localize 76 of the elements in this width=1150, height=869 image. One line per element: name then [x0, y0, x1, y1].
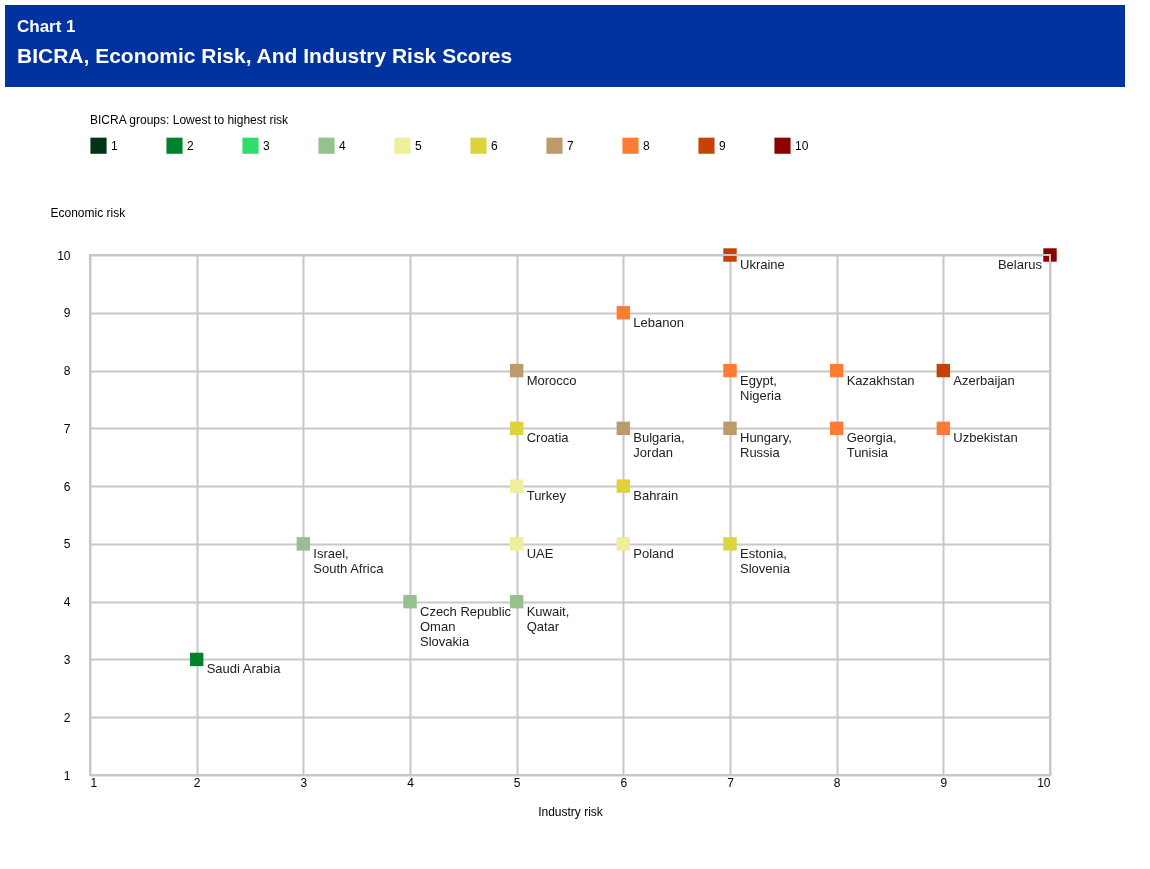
legend-title: BICRA groups: Lowest to highest risk: [90, 113, 290, 127]
point: [509, 537, 524, 551]
annotation: Morocco: [526, 372, 577, 388]
point: [403, 594, 417, 609]
annotation: Turkey: [526, 488, 567, 504]
x-tick-label: 2: [193, 775, 201, 790]
point: [723, 421, 737, 436]
point: [723, 537, 737, 551]
annotation: Hungary, Russia: [740, 430, 792, 461]
x-tick-label: 10: [1037, 775, 1051, 790]
legend-label: 6: [491, 138, 498, 153]
point: [509, 479, 524, 493]
point: [509, 421, 524, 436]
x-tick-label: 3: [300, 775, 308, 790]
annotation: Lebanon: [633, 314, 684, 330]
legend-label: 7: [567, 138, 574, 153]
legend-label: 5: [415, 138, 422, 153]
legend-label: 8: [643, 138, 650, 153]
y-tick-label: 2: [63, 710, 71, 725]
chart-title: Chart 1: [17, 17, 76, 36]
x-axis-title: Industry risk: [538, 804, 604, 819]
annotation: Kazakhstan: [846, 372, 915, 388]
y-tick-label: 10: [57, 248, 71, 263]
annotation: Belarus: [997, 257, 1043, 272]
point: [189, 652, 204, 667]
annotation: Kuwait, Qatar: [526, 603, 570, 634]
point: [829, 421, 844, 436]
y-tick-label: 9: [63, 306, 71, 321]
point: [616, 479, 631, 493]
point: [723, 248, 737, 262]
y-tick-label: 5: [63, 537, 71, 552]
point: [1043, 248, 1057, 262]
x-tick-label: 5: [513, 775, 521, 790]
legend-label: 10: [795, 138, 809, 153]
point: [723, 363, 737, 378]
x-tick-label: 9: [940, 775, 948, 790]
y-tick-label: 3: [63, 652, 71, 667]
point: [616, 421, 631, 436]
annotation: Czech Republic Oman Slovakia: [420, 603, 512, 649]
x-tick-label: 7: [727, 775, 735, 790]
legend-label: 3: [263, 138, 270, 153]
point: [829, 363, 844, 378]
y-axis-title: Economic risk: [50, 205, 127, 220]
annotation: Georgia, Tunisia: [846, 430, 897, 461]
point: [936, 363, 951, 378]
annotation: Poland: [633, 545, 674, 561]
point: [616, 537, 631, 551]
annotation: UAE: [526, 545, 554, 561]
annotation: Israel, South Africa: [313, 545, 385, 576]
chart-subtitle: BICRA, Economic Risk, And Industry Risk Scores: [17, 44, 513, 67]
annotation: Saudi Arabia: [206, 661, 282, 677]
legend-label: 9: [719, 138, 726, 153]
x-tick-label: 4: [407, 775, 415, 790]
x-tick-label: 8: [833, 775, 841, 790]
x-tick-label: 6: [620, 775, 628, 790]
point: [296, 537, 311, 551]
annotation: Egypt, Nigeria: [740, 372, 782, 403]
point: [616, 306, 631, 320]
y-tick-label: 8: [63, 364, 71, 379]
point: [509, 594, 524, 609]
annotation: Bahrain: [633, 488, 679, 504]
y-tick-label: 6: [63, 479, 71, 494]
point: [509, 363, 524, 378]
legend-label: 2: [187, 138, 194, 153]
x-tick-label: 1: [90, 775, 98, 790]
annotation: Azerbaijan: [953, 372, 1015, 388]
annotation: Uzbekistan: [953, 430, 1018, 446]
point: [936, 421, 951, 436]
annotation: Croatia: [526, 430, 570, 446]
y-tick-label: 7: [63, 421, 71, 436]
y-tick-label: 4: [63, 595, 71, 610]
annotation: Bulgaria, Jordan: [633, 430, 685, 461]
annotation: Ukraine: [740, 257, 785, 272]
annotation: Estonia, Slovenia: [740, 545, 791, 576]
legend-label: 4: [339, 138, 346, 153]
legend-label: 1: [111, 138, 118, 153]
